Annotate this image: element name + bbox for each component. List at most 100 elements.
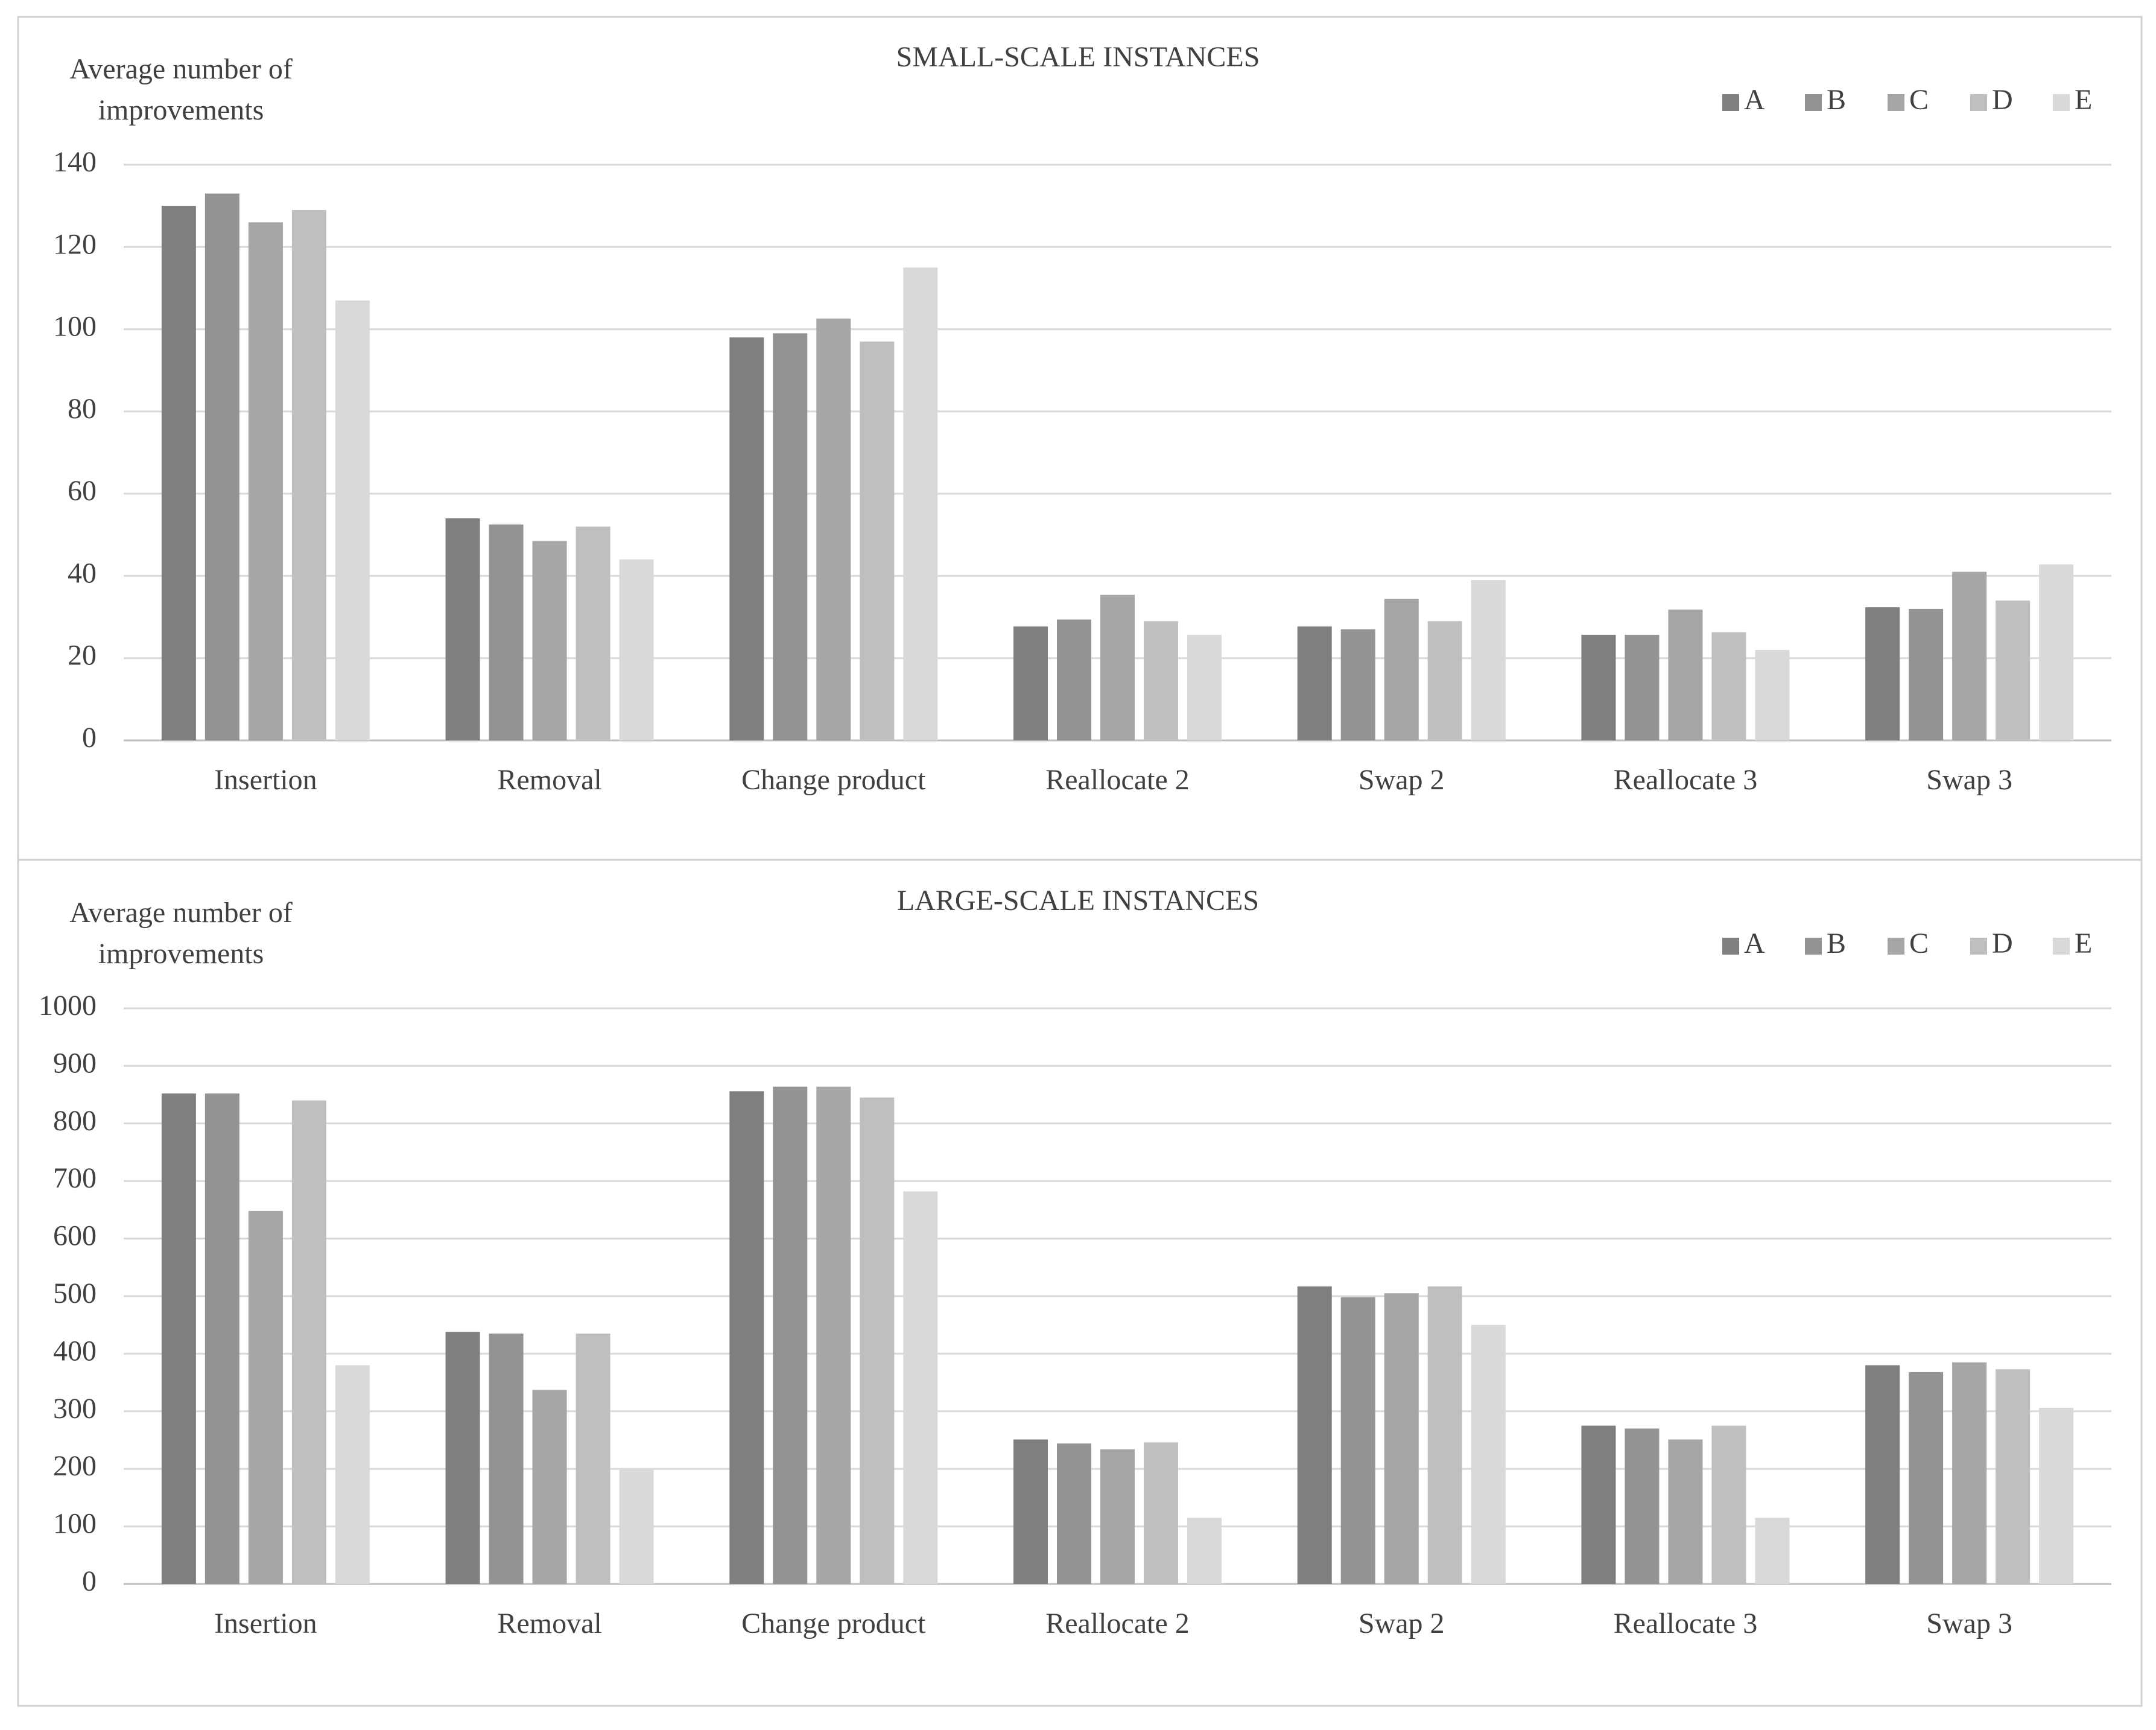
bar (729, 1091, 764, 1584)
legend-label: B (1827, 927, 1846, 959)
bar (1427, 621, 1462, 740)
y-axis-label: improvements (98, 938, 264, 970)
bar (1581, 1425, 1616, 1584)
chart-title: LARGE-SCALE INSTANCES (897, 885, 1259, 917)
bar (1187, 634, 1222, 740)
bar (575, 1334, 610, 1584)
bar (1297, 626, 1332, 740)
x-tick-label: Removal (497, 764, 601, 796)
bar (335, 1365, 370, 1584)
chart-title: SMALL-SCALE INSTANCES (896, 41, 1260, 73)
bar (532, 541, 567, 740)
bar (335, 300, 370, 740)
legend-swatch (2053, 938, 2070, 955)
bar (1996, 600, 2031, 740)
bar (1471, 580, 1506, 740)
bar (860, 1097, 895, 1584)
legend-label: D (1992, 84, 2013, 116)
bar (1625, 1428, 1660, 1584)
bar (816, 1086, 851, 1584)
bar (1427, 1286, 1462, 1584)
bar (248, 1210, 283, 1584)
y-axis-label: Average number of (69, 897, 293, 929)
x-tick-label: Insertion (214, 764, 317, 796)
bar (1755, 1518, 1790, 1584)
legend-swatch (2053, 94, 2070, 111)
bar (729, 337, 764, 740)
bar (773, 333, 808, 740)
bar (1013, 626, 1048, 740)
legend-label: C (1909, 84, 1929, 116)
x-tick-label: Swap 2 (1359, 764, 1445, 796)
x-tick-label: Reallocate 2 (1045, 1608, 1190, 1639)
bar (2039, 564, 2074, 740)
legend-label: D (1992, 927, 2013, 959)
bar (1100, 594, 1135, 740)
y-tick-label: 80 (68, 393, 97, 425)
y-tick-label: 700 (53, 1162, 97, 1194)
x-tick-label: Reallocate 3 (1614, 764, 1758, 796)
legend-swatch (1805, 94, 1822, 111)
bar (1865, 1365, 1900, 1584)
panel-border (17, 859, 2143, 1707)
bar (2039, 1408, 2074, 1584)
bar (1711, 632, 1746, 740)
bar (1711, 1425, 1746, 1584)
y-tick-label: 140 (53, 146, 97, 178)
bar (1581, 634, 1616, 740)
legend-label: E (2075, 84, 2092, 116)
bar (773, 1086, 808, 1584)
y-tick-label: 100 (53, 1508, 97, 1540)
bar (445, 1332, 480, 1584)
x-tick-label: Swap 2 (1359, 1608, 1445, 1639)
bar (445, 518, 480, 740)
legend-label: A (1744, 84, 1765, 116)
x-tick-label: Removal (497, 1608, 601, 1639)
bar (1471, 1325, 1506, 1584)
legend-swatch (1722, 938, 1739, 955)
bar (1384, 599, 1419, 740)
bar (1384, 1293, 1419, 1584)
x-tick-label: Swap 3 (1926, 1608, 2012, 1639)
y-tick-label: 100 (53, 311, 97, 343)
bar (1668, 1439, 1703, 1584)
y-tick-label: 200 (53, 1450, 97, 1482)
bar (532, 1390, 567, 1584)
bar (1187, 1518, 1222, 1584)
bar (816, 318, 851, 740)
bar (1952, 571, 1987, 740)
bar (1144, 1442, 1178, 1584)
bar (619, 559, 654, 740)
bar (1057, 619, 1091, 740)
y-tick-label: 120 (53, 228, 97, 260)
legend-label: C (1909, 927, 1929, 959)
bar (1297, 1286, 1332, 1584)
legend-swatch (1888, 938, 1904, 955)
bar (1865, 607, 1900, 740)
x-tick-label: Change product (741, 1608, 926, 1639)
y-tick-label: 40 (68, 557, 97, 589)
legend-swatch (1970, 938, 1987, 955)
bar (1755, 650, 1790, 740)
bar (1668, 609, 1703, 740)
legend-label: B (1827, 84, 1846, 116)
legend-swatch (1888, 94, 1904, 111)
legend-swatch (1970, 94, 1987, 111)
bar (1340, 629, 1375, 740)
bar (1013, 1439, 1048, 1584)
bar (1996, 1369, 2031, 1584)
y-tick-label: 300 (53, 1393, 97, 1425)
y-tick-label: 1000 (39, 990, 97, 1022)
bar (1340, 1297, 1375, 1584)
bar (489, 1334, 524, 1584)
bar (248, 222, 283, 740)
bar (575, 526, 610, 740)
bar (903, 1191, 938, 1584)
y-axis-label: Average number of (69, 53, 293, 85)
x-tick-label: Insertion (214, 1608, 317, 1639)
x-tick-label: Change product (741, 764, 926, 796)
x-tick-label: Swap 3 (1926, 764, 2012, 796)
y-tick-label: 20 (68, 640, 97, 672)
y-tick-label: 400 (53, 1335, 97, 1367)
